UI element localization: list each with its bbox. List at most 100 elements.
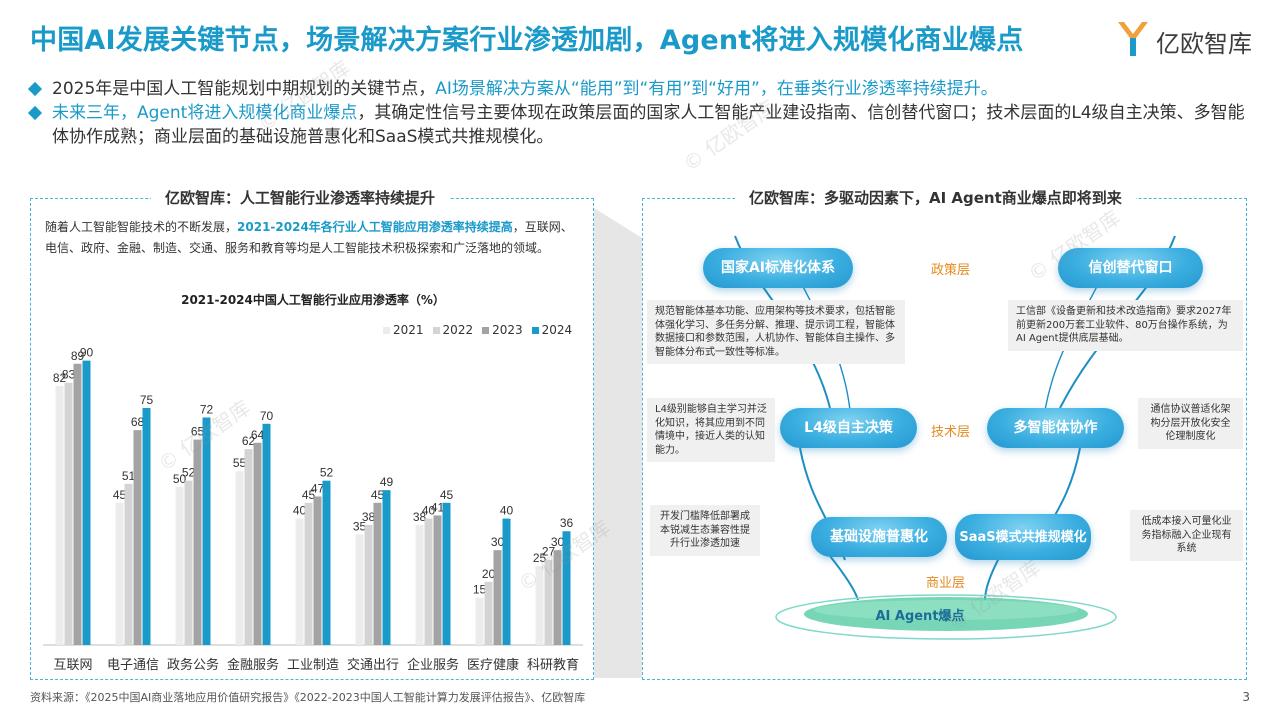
- bar-2021-6: [415, 524, 424, 645]
- bar-2024-0: [82, 360, 91, 645]
- chart-title: 2021-2024中国人工智能行业应用渗透率（%）: [181, 293, 445, 307]
- bar-2021-3: [235, 471, 244, 645]
- data-label: 51: [122, 469, 136, 483]
- bar-2023-3: [253, 442, 262, 645]
- data-label: 38: [362, 510, 376, 524]
- data-label: 47: [311, 481, 325, 495]
- note-l4: L4级别能够自主学习并泛化知识，将其应用到不同情境中，接近人类的认知能力。: [647, 398, 775, 462]
- note-saas: 低成本接入可量化业务指标融入企业现有系统: [1130, 510, 1243, 561]
- data-label: 40: [293, 504, 307, 518]
- category-label: 企业服务: [407, 657, 459, 673]
- legend-label: 2024: [541, 323, 573, 337]
- data-label: 62: [242, 434, 256, 448]
- node-saas-model: SaaS模式共推规模化: [955, 514, 1091, 560]
- category-label: 交通出行: [347, 657, 399, 673]
- bar-2024-2: [202, 417, 211, 645]
- bar-2021-1: [115, 502, 124, 645]
- bullet-2: 未来三年，Agent将进入规模化商业爆点，其确定性信号主要体现在政策层面的国家人…: [27, 101, 1255, 149]
- bar-2023-8: [553, 550, 562, 645]
- chart-intro: 随着人工智能智能技术的不断发展，2021-2024年各行业人工智能应用渗透率持续…: [45, 217, 575, 259]
- bar-2021-0: [55, 385, 64, 645]
- bar-2022-3: [244, 449, 253, 645]
- bar-2024-7: [502, 518, 511, 645]
- legend-swatch: [383, 326, 390, 334]
- data-label: 65: [191, 425, 205, 439]
- page-title: 中国AI发展关键节点，场景解决方案行业渗透加剧，Agent将进入规模化商业爆点: [30, 25, 1024, 56]
- data-label: 20: [482, 567, 496, 581]
- legend-item-2024: 2024: [531, 323, 573, 337]
- data-label: 45: [113, 488, 127, 502]
- bar-2024-5: [382, 490, 391, 645]
- data-label: 30: [551, 535, 565, 549]
- bar-2021-2: [175, 487, 184, 645]
- layer-policy-label: 政策层: [931, 263, 971, 278]
- data-label: 72: [200, 402, 214, 416]
- bullet-1-highlight: AI场景解决方案从“能用”到“有用”到“好用”，在垂类行业渗透率持续提升。: [435, 79, 998, 99]
- data-label: 64: [251, 428, 265, 442]
- bar-2021-7: [475, 597, 484, 645]
- brand-logo: 亿欧智库: [1116, 20, 1266, 60]
- bar-2022-7: [484, 581, 493, 645]
- base-disc-highlight: [814, 600, 1078, 620]
- bar-2024-8: [562, 531, 571, 645]
- data-label: 30: [491, 535, 505, 549]
- bullet-1: 2025年是中国人工智能规划中期规划的关键节点，AI场景解决方案从“能用”到“有…: [27, 77, 1255, 101]
- bar-2023-1: [133, 430, 142, 645]
- data-label: 52: [320, 466, 334, 480]
- data-label: 38: [413, 510, 427, 524]
- node-multi-agent: 多智能体协作: [987, 408, 1124, 448]
- legend-label: 2022: [442, 323, 474, 337]
- data-label: 82: [53, 371, 67, 385]
- category-label: 政务公务: [167, 657, 219, 673]
- chart-legend: 2021 2022 2023 2024: [383, 323, 572, 337]
- intro-text: 随着人工智能智能技术的不断发展，: [45, 220, 238, 234]
- category-label: 科研教育: [527, 657, 579, 673]
- bar-2021-4: [295, 518, 304, 645]
- bar-2024-3: [262, 423, 271, 645]
- category-label: 金融服务: [227, 657, 279, 673]
- intro-text-end: ，互联网、电信、政府、金融、制造、交通、服务和教育等均是人工智能技术积极探索和广…: [45, 220, 573, 255]
- bar-2022-2: [184, 480, 193, 645]
- bar-2022-1: [124, 483, 133, 645]
- right-panel: 亿欧智库：多驱动因素下，AI Agent商业爆点即将到来: [642, 187, 1247, 680]
- right-panel-title: 亿欧智库：多驱动因素下，AI Agent商业爆点即将到来: [735, 187, 1136, 208]
- data-label: 50: [173, 472, 187, 486]
- legend-item-2021: 2021: [383, 323, 424, 337]
- note-multi-agent: 通信协议普适化架构分层开放化安全伦理制度化: [1138, 398, 1243, 449]
- bar-2023-2: [193, 439, 202, 645]
- category-label: 电子通信: [107, 658, 159, 673]
- source-note: 资料来源：《2025中国AI商业落地应用价值研究报告》《2022-2023中国人…: [30, 691, 586, 704]
- ai-agent-base-label: AI Agent爆点: [875, 609, 965, 624]
- data-label: 41: [431, 500, 445, 514]
- note-infra: 开发门槛降低部署成本锐减生态兼容性提升行业渗透加速: [650, 505, 760, 556]
- bar-2024-4: [322, 480, 331, 645]
- legend-swatch: [482, 326, 490, 334]
- bar-2022-4: [304, 502, 313, 645]
- flow-line: [984, 555, 1001, 601]
- layer-tech-label: 技术层: [931, 425, 971, 440]
- node-infrastructure: 基础设施普惠化: [811, 517, 947, 557]
- data-label: 15: [473, 583, 487, 597]
- legend-swatch: [432, 326, 440, 334]
- bar-2023-0: [73, 363, 82, 645]
- yiou-logo-icon: [1118, 22, 1148, 56]
- category-label: 互联网: [53, 658, 92, 673]
- bar-2024-1: [142, 408, 151, 645]
- left-panel: 亿欧智库：人工智能行业渗透率持续提升 随着人工智能智能技术的不断发展，2021-…: [30, 187, 594, 680]
- legend-label: 2023: [492, 323, 523, 337]
- data-label: 27: [542, 545, 556, 559]
- summary-bullets: 2025年是中国人工智能规划中期规划的关键节点，AI场景解决方案从“能用”到“有…: [27, 77, 1255, 149]
- note-xinchuang: 工信部《设备更新和技术改造指南》要求2027年前更新200万套工业软件、80万台…: [1008, 300, 1243, 351]
- bar-2021-8: [535, 566, 544, 645]
- data-label: 36: [560, 516, 574, 530]
- data-label: 40: [422, 504, 436, 518]
- legend-swatch: [531, 326, 539, 334]
- data-label: 89: [71, 349, 85, 363]
- data-label: 70: [260, 409, 274, 423]
- category-label: 工业制造: [287, 658, 339, 673]
- data-label: 45: [371, 488, 385, 502]
- panel-connector-wedge: [594, 208, 642, 678]
- bullet-1-text: 2025年是中国人工智能规划中期规划的关键节点，: [52, 79, 436, 99]
- category-label: 医疗健康: [467, 657, 519, 673]
